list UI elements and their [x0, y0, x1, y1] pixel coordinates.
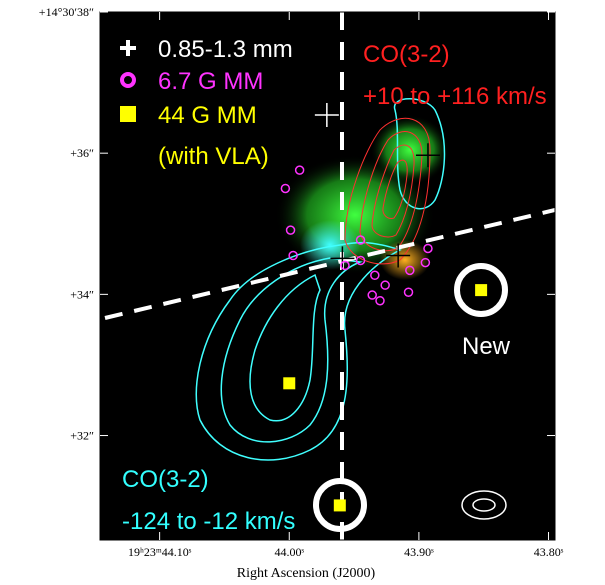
square-marker [283, 377, 295, 389]
annotation: New [462, 333, 511, 360]
x-tick-label: 43.90ˢ [404, 545, 434, 559]
annotation: +10 to +116 km/s [363, 83, 547, 110]
annotation: CO(3-2) [363, 41, 450, 68]
x-axis-label: Right Ascension (J2000) [237, 566, 376, 581]
y-tick-label: +32″ [70, 429, 94, 443]
square-marker [334, 499, 346, 511]
legend-label: 0.85-1.3 mm [158, 36, 293, 63]
x-tick-label: 43.80ˢ [534, 545, 564, 559]
square-marker [475, 284, 487, 296]
x-tick-label: 19ʰ23ᵐ44.10ˢ [128, 545, 192, 559]
annotation: CO(3-2) [122, 466, 209, 493]
legend-label: 6.7 G MM [158, 68, 263, 95]
annotation: -124 to -12 km/s [122, 508, 295, 535]
legend-label: 44 G MM [158, 102, 257, 129]
y-tick-label: +36″ [70, 146, 94, 160]
page: Right Ascension (J2000) +14°30′38″ +36″ +3… [0, 0, 605, 585]
y-tick-label: +14°30′38″ [39, 5, 94, 19]
chart: Right Ascension (J2000) +14°30′38″ +36″ +3… [0, 0, 605, 585]
y-tick-label: +34″ [70, 287, 94, 301]
legend-symbol [120, 106, 136, 122]
legend-note: (with VLA) [158, 143, 269, 170]
x-tick-label: 44.00ˢ [274, 545, 304, 559]
